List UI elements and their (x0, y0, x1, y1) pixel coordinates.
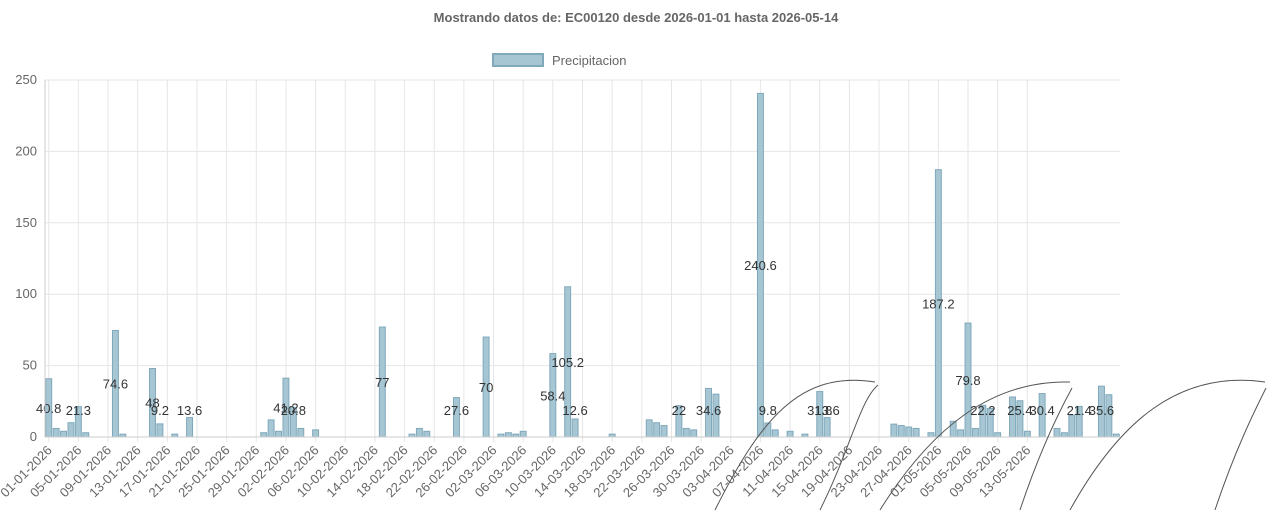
bar (52, 427, 60, 438)
data-label: 41.2 (273, 401, 298, 416)
bar (519, 430, 527, 438)
data-label: 105.2 (551, 355, 584, 370)
y-tick-label: 250 (15, 72, 37, 87)
bar (971, 427, 979, 438)
bar (260, 432, 268, 438)
data-label: 48 (145, 396, 159, 411)
chart-title: Mostrando datos de: EC00120 desde 2026-0… (433, 10, 839, 25)
bar (764, 422, 772, 438)
legend-swatch (492, 53, 544, 67)
data-label: 31.8 (807, 403, 832, 418)
bar (1053, 427, 1061, 438)
bar (312, 429, 320, 438)
data-label: 240.6 (744, 258, 777, 273)
y-tick-label: 0 (30, 429, 37, 444)
data-label: 22.2 (970, 403, 995, 418)
data-label: 40.8 (36, 401, 61, 416)
y-tick-label: 50 (23, 358, 37, 373)
bar (82, 432, 90, 438)
bar (1068, 415, 1076, 438)
decorative-curve (879, 381, 1071, 511)
data-label: 9.2 (151, 403, 169, 418)
data-label: 20.8 (281, 403, 306, 418)
bar (156, 423, 164, 438)
bar (957, 429, 965, 438)
bar (504, 432, 512, 438)
data-label: 9.8 (759, 403, 777, 418)
bar (905, 426, 913, 438)
data-label: 27.6 (444, 403, 469, 418)
legend-label: Precipitacion (552, 52, 627, 68)
decorative-curves (714, 379, 1267, 511)
y-tick-label: 200 (15, 143, 37, 158)
bar (60, 430, 68, 438)
data-label: 74.6 (103, 377, 128, 392)
bar (994, 432, 1002, 438)
bar (423, 430, 431, 438)
bar (1023, 430, 1031, 438)
data-label: 58.4 (540, 388, 565, 403)
bar (912, 427, 920, 438)
bar (67, 422, 75, 438)
decorative-curve (1069, 379, 1266, 511)
y-tick-label: 100 (15, 286, 37, 301)
data-label: 30.4 (1029, 403, 1054, 418)
data-labels: 40.8 21.3 74.6 489.2 13.6 41.220.8 77 27.6 70 58.… (36, 258, 1114, 418)
bar (927, 432, 935, 438)
data-label: 13.6 (814, 403, 839, 418)
data-label: 35.6 (1089, 403, 1114, 418)
bar (415, 427, 423, 438)
data-label: 79.8 (955, 373, 980, 388)
bar (267, 419, 275, 438)
bar (823, 417, 831, 438)
bar (660, 425, 668, 438)
bar (771, 429, 779, 438)
bar (275, 430, 283, 438)
bar (682, 427, 690, 438)
data-label: 25.4 (1007, 403, 1032, 418)
data-label: 21.4 (1067, 403, 1092, 418)
legend[interactable]: Precipitacion (492, 52, 626, 68)
data-label: 77 (375, 375, 389, 390)
decorative-curve (1019, 387, 1073, 511)
data-label: 70 (479, 380, 493, 395)
data-label: 34.6 (696, 403, 721, 418)
data-label: 22 (672, 403, 686, 418)
y-tick-label: 150 (15, 215, 37, 230)
bar (690, 429, 698, 438)
bar (890, 423, 898, 438)
bar (1060, 432, 1068, 438)
decorative-curve (1214, 387, 1267, 511)
data-label: 21.3 (66, 403, 91, 418)
bar (897, 425, 905, 438)
decorative-curve (714, 379, 876, 511)
bar (571, 418, 579, 438)
bar (645, 419, 653, 438)
bar (786, 430, 794, 438)
decorative-curve (819, 384, 879, 511)
data-label: 187.2 (922, 296, 955, 311)
data-label: 13.6 (177, 403, 202, 418)
bar (653, 422, 661, 438)
bar (186, 417, 194, 438)
bar (297, 427, 305, 438)
data-label: 12.6 (562, 403, 587, 418)
